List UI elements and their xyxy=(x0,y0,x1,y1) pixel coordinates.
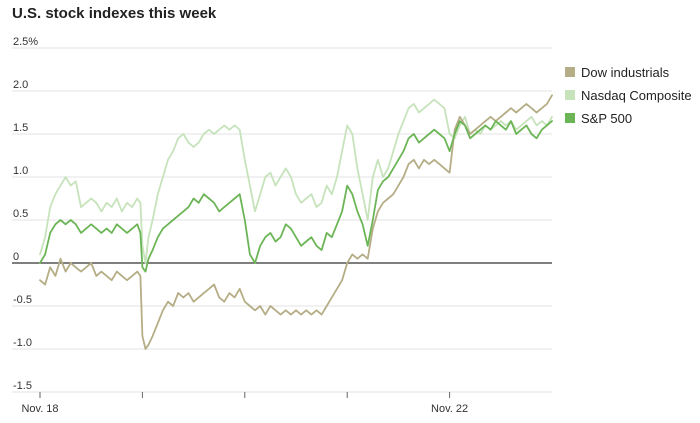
y-tick-label: 1.0 xyxy=(13,165,28,177)
grid xyxy=(12,47,552,393)
y-tick-label: 2.0 xyxy=(13,79,28,91)
legend-swatch xyxy=(565,113,575,123)
legend-swatch xyxy=(565,67,575,77)
y-tick-label: 0.5 xyxy=(13,208,28,220)
legend-label: S&P 500 xyxy=(581,111,632,126)
series-line-nasdaq-composite xyxy=(39,98,553,264)
series-lines xyxy=(39,94,553,350)
legend: Dow industrials Nasdaq Composite S&P 500 xyxy=(565,65,692,126)
x-tick-label: Nov. 18 xyxy=(21,403,58,415)
legend-label: Dow industrials xyxy=(581,65,670,80)
x-axis-ticks: Nov. 18 Nov. 22 xyxy=(21,392,468,415)
y-tick-label: 0 xyxy=(13,251,19,263)
y-tick-label: 2.5% xyxy=(13,36,38,48)
y-axis-ticks: 2.5% 2.0 1.5 1.0 0.5 0 -0.5 -1.0 -1.5 xyxy=(13,36,38,392)
x-tick-label: Nov. 22 xyxy=(431,403,468,415)
chart-title: U.S. stock indexes this week xyxy=(12,5,217,22)
legend-label: Nasdaq Composite xyxy=(581,88,692,103)
y-tick-label: -0.5 xyxy=(13,294,32,306)
y-tick-label: -1.5 xyxy=(13,380,32,392)
legend-swatch xyxy=(565,90,575,100)
y-tick-label: 1.5 xyxy=(13,122,28,134)
series-line-s-p-500 xyxy=(39,120,553,273)
y-tick-label: -1.0 xyxy=(13,337,32,349)
